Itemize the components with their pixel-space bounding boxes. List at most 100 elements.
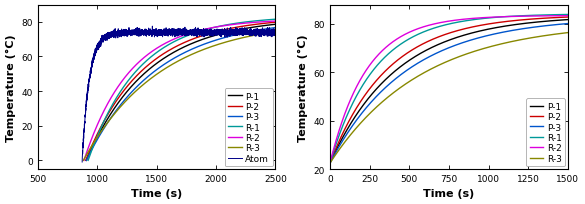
- P-2: [92, 137, 99, 140]
- R-1: [534, 15, 541, 17]
- R-2: [140, 57, 147, 59]
- R-2: [565, 15, 572, 18]
- R-3: [560, 33, 567, 35]
- Atom: [272, 34, 279, 36]
- P-1: [368, 94, 375, 97]
- R-1: [272, 19, 279, 21]
- P-2: [368, 86, 375, 89]
- Atom: [123, 31, 130, 34]
- P-3: [92, 142, 99, 145]
- P-2: [534, 18, 541, 21]
- Y-axis label: Temperature (°C): Temperature (°C): [5, 34, 16, 141]
- Line: R-3: R-3: [83, 32, 276, 161]
- R-2: [272, 21, 279, 23]
- Line: R-1: R-1: [88, 20, 276, 161]
- P-2: [140, 68, 147, 70]
- Atom: [90, 60, 97, 63]
- R-1: [91, 143, 98, 146]
- P-2: [270, 22, 277, 24]
- P-1: [272, 24, 279, 26]
- R-3: [123, 99, 130, 101]
- R-2: [428, 24, 435, 27]
- P-1: [326, 162, 333, 164]
- R-2: [418, 27, 425, 30]
- R-3: [565, 32, 572, 35]
- P-1: [565, 19, 572, 22]
- R-1: [560, 14, 567, 17]
- R-3: [91, 141, 98, 144]
- Line: R-2: R-2: [330, 17, 568, 163]
- P-2: [272, 22, 279, 24]
- R-1: [140, 62, 147, 65]
- R-1: [428, 29, 435, 31]
- R-1: [92, 140, 99, 143]
- Line: R-1: R-1: [330, 15, 568, 163]
- P-3: [354, 119, 361, 121]
- P-3: [326, 162, 333, 164]
- P-3: [91, 144, 98, 147]
- P-2: [560, 17, 567, 19]
- P-1: [534, 22, 541, 24]
- P-2: [418, 44, 425, 47]
- X-axis label: Time (s): Time (s): [131, 188, 182, 198]
- Line: R-2: R-2: [84, 22, 276, 161]
- R-3: [428, 68, 435, 71]
- Atom: [91, 59, 98, 61]
- R-3: [92, 139, 99, 142]
- R-2: [91, 132, 98, 134]
- P-1: [91, 143, 98, 145]
- R-1: [565, 14, 572, 17]
- P-2: [565, 17, 572, 19]
- X-axis label: Time (s): Time (s): [424, 188, 474, 198]
- P-3: [560, 24, 567, 26]
- P-3: [368, 101, 375, 104]
- P-2: [91, 140, 98, 142]
- R-3: [270, 31, 277, 34]
- P-3: [272, 27, 279, 30]
- P-3: [418, 61, 425, 63]
- Y-axis label: Temperature (°C): Temperature (°C): [298, 34, 308, 141]
- P-2: [428, 39, 435, 42]
- Line: P-1: P-1: [330, 20, 568, 163]
- R-3: [368, 111, 375, 114]
- R-3: [418, 74, 425, 76]
- Line: Atom: Atom: [82, 27, 276, 162]
- R-1: [368, 72, 375, 74]
- R-1: [270, 19, 277, 21]
- R-2: [354, 85, 361, 87]
- R-2: [368, 62, 375, 65]
- R-2: [90, 135, 97, 137]
- Line: P-2: P-2: [330, 18, 568, 163]
- Atom: [270, 32, 277, 34]
- P-1: [418, 52, 425, 55]
- R-2: [534, 16, 541, 18]
- P-3: [534, 26, 541, 29]
- R-2: [560, 15, 567, 18]
- R-2: [270, 21, 277, 23]
- P-3: [565, 23, 572, 26]
- P-1: [560, 20, 567, 22]
- P-3: [140, 79, 147, 82]
- P-1: [270, 24, 277, 27]
- R-1: [123, 81, 130, 84]
- P-1: [354, 113, 361, 115]
- P-3: [428, 55, 435, 58]
- P-3: [270, 28, 277, 30]
- P-3: [123, 96, 130, 99]
- R-2: [326, 162, 333, 164]
- P-3: [90, 147, 97, 149]
- R-3: [354, 126, 361, 129]
- P-2: [354, 106, 361, 109]
- Legend: P-1, P-2, P-3, R-1, R-2, R-3: P-1, P-2, P-3, R-1, R-2, R-3: [526, 99, 565, 166]
- Line: R-3: R-3: [330, 33, 568, 163]
- Line: P-3: P-3: [330, 24, 568, 163]
- P-1: [123, 91, 130, 93]
- R-1: [90, 146, 97, 149]
- Line: P-2: P-2: [86, 23, 276, 161]
- Atom: [140, 31, 147, 33]
- Legend: P-1, P-2, P-3, R-1, R-2, R-3, Atom: P-1, P-2, P-3, R-1, R-2, R-3, Atom: [225, 89, 273, 166]
- R-3: [272, 31, 279, 34]
- R-3: [140, 83, 147, 86]
- P-1: [92, 140, 99, 143]
- R-3: [90, 143, 97, 146]
